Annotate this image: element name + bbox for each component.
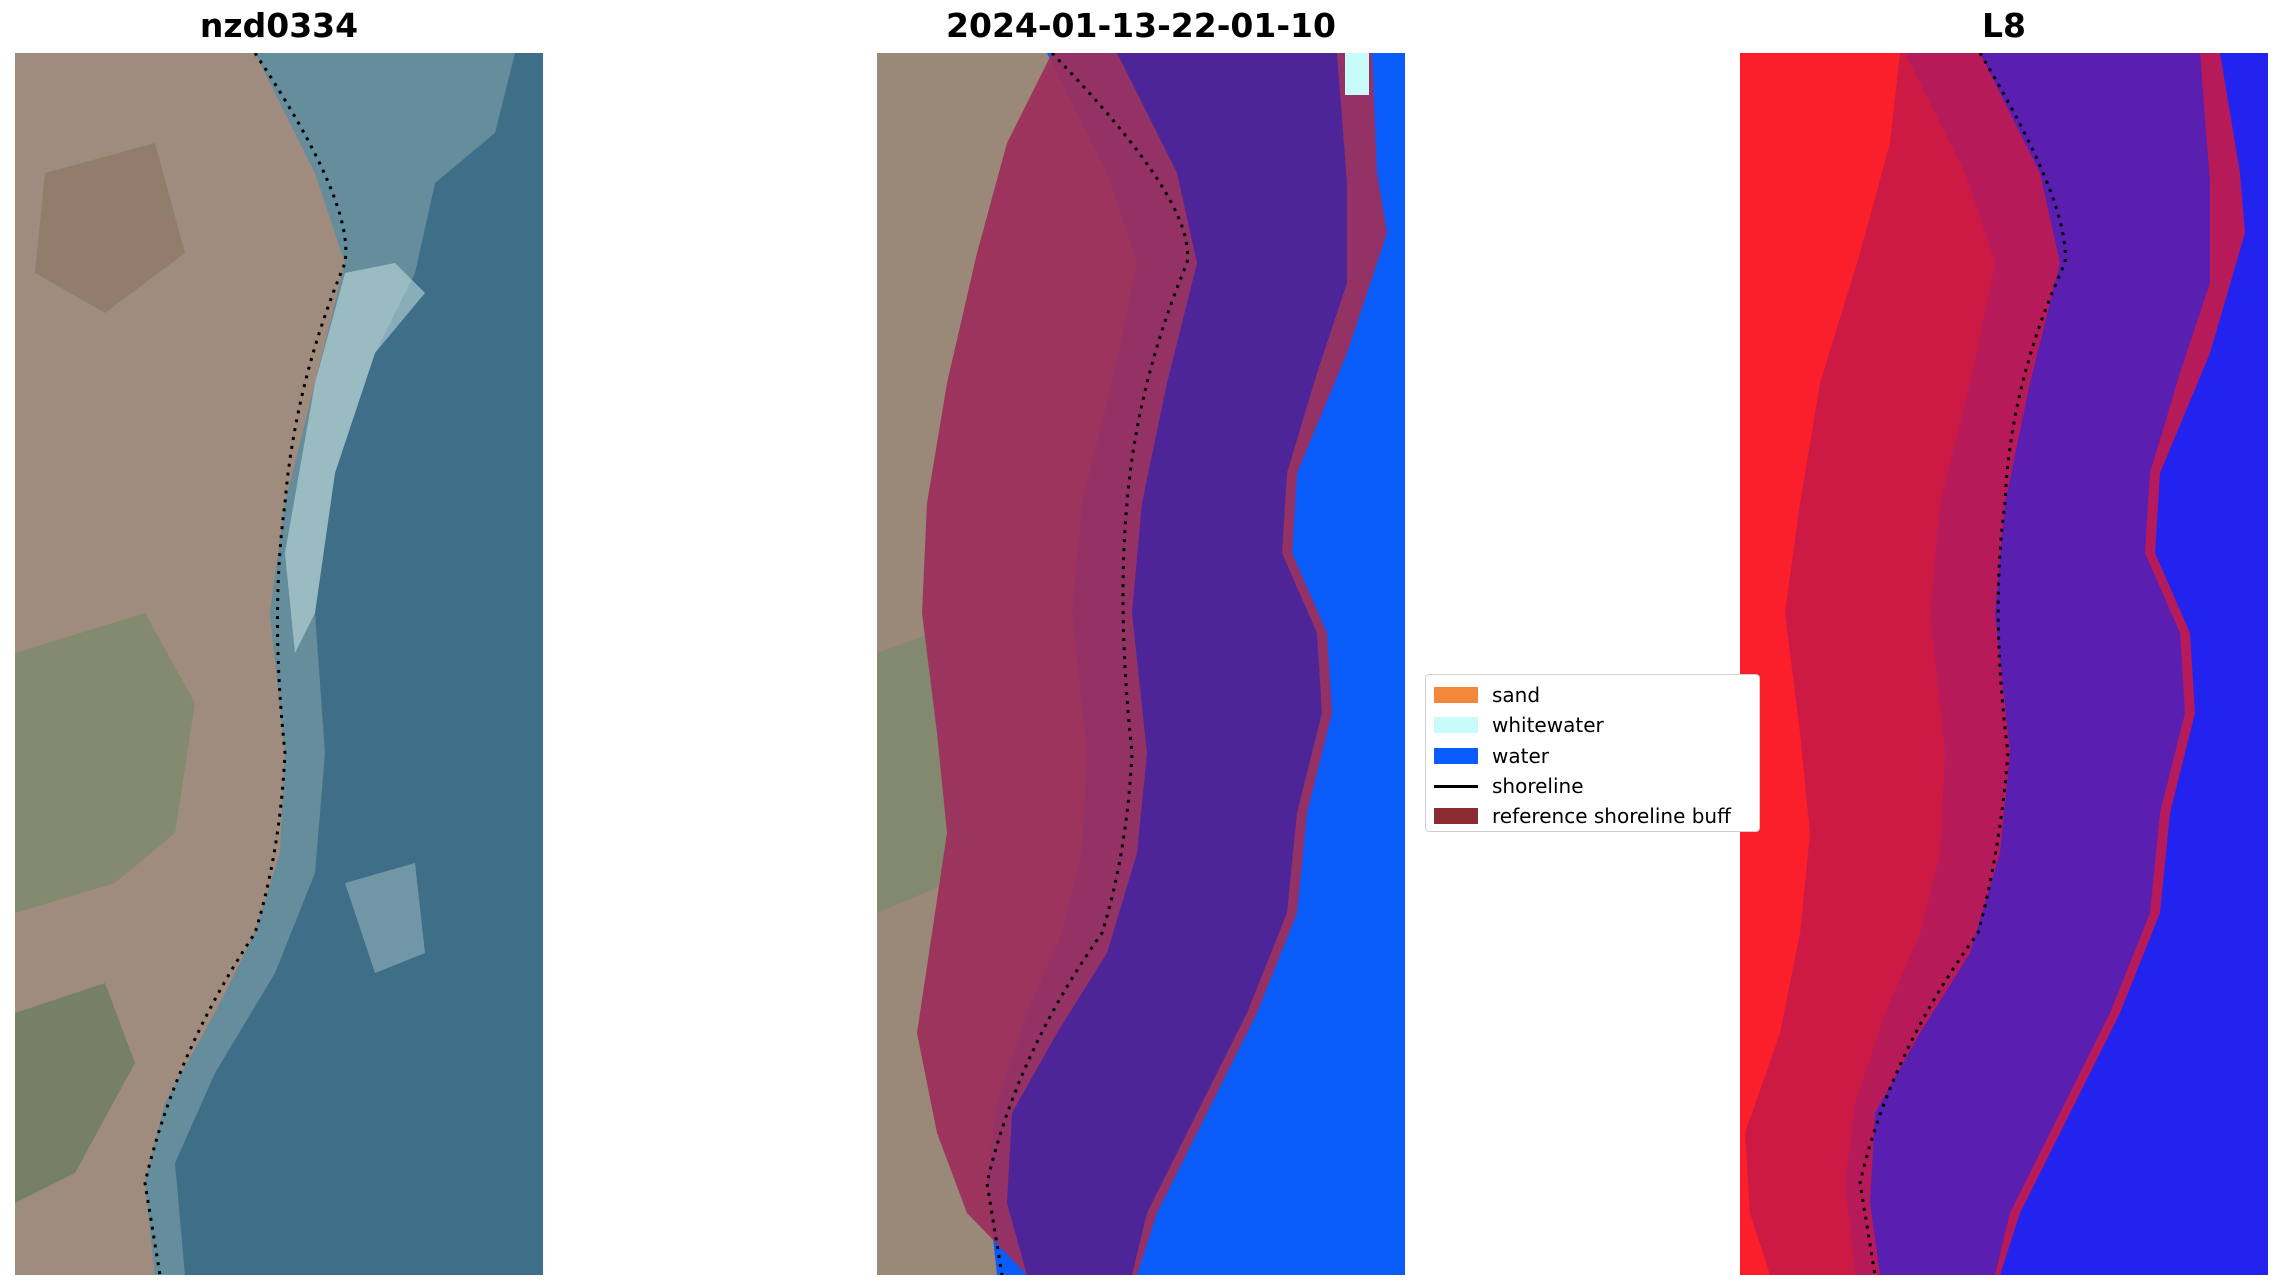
sand-swatch [1434,687,1478,703]
legend-label: whitewater [1492,713,1604,737]
legend-label: water [1492,744,1549,768]
legend-label: shoreline [1492,774,1584,798]
water-swatch [1434,748,1478,764]
legend-item-reference-buffer: reference shoreline buff [1434,802,1731,830]
rgb-image [15,53,543,1275]
panel-title-classified: 2024-01-13-22-01-10 [946,6,1336,45]
whitewater-swatch [1434,717,1478,733]
legend-item-shoreline: shoreline [1434,772,1584,800]
shoreline-swatch [1434,784,1478,788]
panel-title-rgb: nzd0334 [199,6,359,45]
legend-item-whitewater: whitewater [1434,711,1604,739]
legend-label: reference shoreline buff [1492,804,1731,828]
rgb-image-panel [15,53,543,1275]
classified-image-panel [877,53,1405,1275]
reference-buffer-swatch [1434,808,1478,824]
legend-label: sand [1492,683,1541,707]
legend-item-water: water [1434,742,1549,770]
classified-image [877,53,1405,1275]
panel-title-index: L8 [1982,6,2026,45]
l8-index-image [1740,53,2268,1275]
l8-index-panel [1740,53,2268,1275]
legend: sand whitewater water shoreline referenc… [1425,674,1760,832]
legend-item-sand: sand [1434,681,1540,709]
